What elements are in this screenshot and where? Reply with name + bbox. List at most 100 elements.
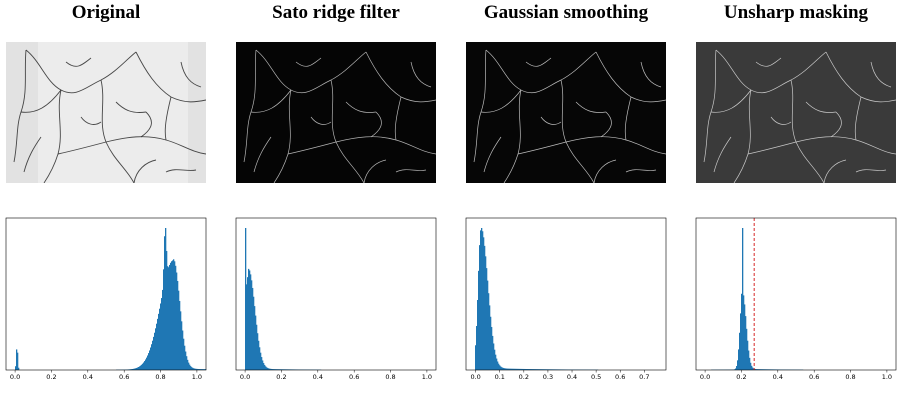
histogram-bar bbox=[763, 369, 765, 370]
histogram-bar bbox=[512, 368, 514, 370]
histogram-bar bbox=[260, 352, 262, 370]
x-tick-label: 0.2 bbox=[276, 373, 286, 381]
histogram-bar bbox=[485, 256, 487, 370]
crack-line bbox=[823, 159, 847, 183]
histogram-bar bbox=[549, 369, 551, 370]
histogram-bar bbox=[130, 369, 132, 370]
histogram-bar bbox=[771, 369, 773, 370]
histogram-bar bbox=[148, 353, 150, 370]
histogram-bar bbox=[285, 369, 287, 370]
histogram-bar bbox=[139, 366, 141, 370]
x-tick-label: 0.8 bbox=[385, 373, 395, 381]
histogram-bar bbox=[245, 228, 247, 370]
histogram-bar bbox=[266, 367, 268, 370]
histogram-bar bbox=[182, 330, 184, 370]
histogram-bar bbox=[736, 366, 738, 370]
histogram-bar bbox=[550, 369, 552, 370]
x-tick-label: 0.2 bbox=[736, 373, 746, 381]
x-tick-label: 0.2 bbox=[46, 373, 56, 381]
crack-line bbox=[310, 116, 332, 125]
histogram-bar bbox=[500, 366, 502, 370]
axes-frame bbox=[695, 217, 897, 371]
histogram-bar bbox=[488, 293, 490, 370]
histogram-bar bbox=[556, 369, 558, 370]
histogram-bar bbox=[275, 369, 277, 370]
histogram-bar bbox=[548, 369, 550, 370]
x-tick-label: 0.3 bbox=[543, 373, 553, 381]
histogram-bar bbox=[530, 369, 532, 370]
x-tick-label: 0.0 bbox=[700, 373, 710, 381]
histogram-bar bbox=[526, 369, 528, 370]
crack-line bbox=[640, 61, 662, 88]
crack-line bbox=[747, 141, 797, 155]
crack-pattern-gaussian bbox=[466, 42, 666, 183]
crack-pattern-unsharp bbox=[696, 42, 896, 183]
axes-frame bbox=[5, 217, 207, 371]
histogram-bar bbox=[542, 369, 544, 370]
x-tick-label: 0.0 bbox=[470, 373, 480, 381]
image-gaussian bbox=[466, 42, 666, 183]
crack-line bbox=[370, 111, 382, 138]
histogram-bar bbox=[162, 289, 164, 370]
histogram-bar bbox=[180, 311, 182, 370]
crack-line bbox=[480, 89, 522, 113]
histogram-bar bbox=[740, 313, 742, 370]
histogram-bar bbox=[247, 277, 249, 370]
histogram-bar bbox=[154, 332, 156, 370]
panel-title-original: Original bbox=[71, 2, 141, 23]
histogram-bar bbox=[167, 266, 169, 370]
crack-line bbox=[517, 141, 567, 155]
histogram-bar bbox=[152, 340, 154, 370]
x-tick-label: 0.6 bbox=[615, 373, 625, 381]
crack-line bbox=[870, 61, 892, 88]
histogram-bar bbox=[537, 369, 539, 370]
histogram-bar bbox=[169, 264, 171, 370]
histogram-bar bbox=[487, 280, 489, 370]
histogram-bar bbox=[475, 345, 477, 370]
axes-frame bbox=[465, 217, 667, 371]
x-tick-label: 0.7 bbox=[639, 373, 649, 381]
histogram-bar bbox=[18, 367, 20, 370]
crack-line bbox=[250, 89, 292, 113]
panel-title-gaussian: Gaussian smoothing bbox=[483, 2, 649, 23]
x-tick-label: 0.0 bbox=[10, 373, 20, 381]
histogram-bar bbox=[166, 250, 168, 370]
histogram-bar bbox=[541, 369, 543, 370]
x-tick-label: 0.6 bbox=[119, 373, 129, 381]
histogram-bar bbox=[476, 326, 478, 370]
crack-line bbox=[770, 116, 792, 125]
histogram-bar bbox=[198, 369, 200, 370]
histogram-bar bbox=[516, 368, 518, 370]
histogram-bar bbox=[255, 315, 257, 370]
histogram-bar bbox=[195, 368, 197, 370]
histogram-bar bbox=[531, 369, 533, 370]
histogram-bar bbox=[142, 363, 144, 370]
histogram-bar bbox=[155, 328, 157, 370]
histogram-bar bbox=[203, 369, 205, 370]
histogram-bar bbox=[515, 368, 517, 370]
histogram-bar bbox=[753, 368, 755, 370]
histogram-bar bbox=[769, 369, 771, 370]
x-tick-label: 0.0 bbox=[240, 373, 250, 381]
histogram-bar bbox=[768, 369, 770, 370]
histogram-bar bbox=[192, 367, 194, 370]
histogram-bar bbox=[498, 363, 500, 370]
histogram-bar bbox=[742, 228, 744, 370]
histogram-1: 0.0 0.2 0.4 0.6 0.8 1.0 bbox=[235, 217, 437, 381]
histogram-bar bbox=[534, 369, 536, 370]
histogram-bar bbox=[174, 261, 176, 370]
image-sato bbox=[236, 42, 436, 183]
histogram-bar bbox=[496, 358, 498, 370]
histogram-bar bbox=[481, 228, 483, 370]
histogram-bar bbox=[507, 368, 509, 370]
histogram-bar bbox=[175, 265, 177, 370]
histogram-bar bbox=[205, 369, 207, 370]
x-tick-label: 0.2 bbox=[519, 373, 529, 381]
histogram-bar bbox=[156, 323, 158, 370]
histogram-bar bbox=[171, 261, 173, 370]
histogram-bar bbox=[133, 368, 135, 370]
histogram-bar bbox=[204, 369, 206, 370]
histogram-bar bbox=[202, 369, 204, 370]
crack-line bbox=[755, 57, 782, 67]
histogram-bar bbox=[172, 260, 174, 370]
